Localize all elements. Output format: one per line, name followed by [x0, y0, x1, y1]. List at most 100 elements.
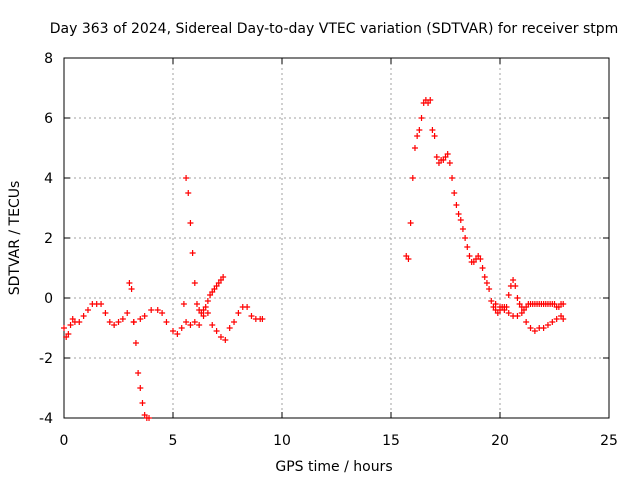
data-point — [510, 277, 517, 283]
data-point — [185, 190, 192, 196]
data-point — [170, 328, 176, 334]
data-point — [433, 154, 440, 160]
data-point — [462, 235, 469, 241]
data-point — [209, 322, 216, 328]
data-point — [180, 301, 187, 307]
data-point — [163, 319, 170, 325]
y-axis-label: SDTVAR / TECUs — [7, 181, 23, 296]
data-point — [189, 250, 196, 256]
data-point — [481, 274, 488, 280]
data-point — [106, 319, 113, 325]
x-tick-label: 15 — [382, 433, 400, 449]
data-point — [514, 295, 521, 301]
series-segment-3 — [183, 304, 266, 343]
data-point — [130, 319, 137, 325]
data-point — [518, 310, 525, 316]
data-point — [148, 307, 155, 313]
y-tick-label: 2 — [44, 231, 53, 247]
data-point — [202, 304, 209, 310]
data-point — [497, 304, 503, 310]
x-axis: 0 5 10 15 20 25 — [60, 58, 618, 449]
x-tick-label: 0 — [60, 433, 69, 449]
data-point — [560, 316, 567, 322]
data-point — [98, 301, 105, 307]
y-tick-label: 4 — [44, 171, 53, 187]
data-point — [124, 310, 131, 316]
data-point — [137, 316, 144, 322]
data-point — [466, 253, 473, 259]
data-series — [61, 97, 567, 421]
data-point — [65, 331, 72, 337]
data-point — [204, 310, 211, 316]
y-axis: -4 -2 0 2 4 6 8 — [39, 51, 609, 427]
data-point — [523, 319, 530, 325]
data-point — [429, 127, 436, 133]
data-point — [449, 175, 456, 181]
data-point — [451, 190, 458, 196]
data-point — [248, 313, 255, 319]
data-point — [187, 220, 194, 226]
data-point — [483, 280, 490, 286]
data-point — [540, 325, 547, 331]
data-point — [527, 325, 534, 331]
y-tick-label: 6 — [44, 111, 53, 127]
data-point — [213, 328, 220, 334]
data-point — [222, 337, 229, 343]
data-point — [191, 280, 198, 286]
data-point — [446, 160, 453, 166]
x-tick-label: 5 — [169, 433, 178, 449]
data-point — [137, 385, 144, 391]
data-point — [407, 220, 414, 226]
data-point — [455, 211, 462, 217]
data-point — [102, 310, 109, 316]
data-point — [414, 133, 421, 139]
data-point — [416, 127, 423, 133]
data-point — [159, 310, 166, 316]
data-point — [560, 301, 567, 307]
data-point — [111, 322, 118, 328]
data-point — [128, 286, 135, 292]
data-point — [235, 310, 242, 316]
data-point — [459, 226, 466, 232]
data-point — [200, 313, 207, 319]
data-point — [553, 316, 560, 322]
series-segment-5 — [492, 301, 567, 334]
data-point — [76, 319, 83, 325]
data-point — [204, 298, 211, 304]
data-point — [226, 325, 233, 331]
data-point — [183, 175, 190, 181]
x-tick-label: 20 — [491, 433, 509, 449]
data-point — [80, 313, 87, 319]
data-point — [146, 415, 153, 421]
data-point — [61, 325, 67, 331]
data-point — [115, 319, 122, 325]
data-point — [418, 115, 425, 121]
data-point — [549, 319, 556, 325]
data-point — [196, 322, 203, 328]
data-point — [154, 307, 161, 313]
data-point — [135, 370, 142, 376]
data-point — [479, 265, 486, 271]
data-point — [141, 313, 148, 319]
data-point — [405, 256, 412, 262]
data-point — [492, 301, 499, 307]
x-axis-label: GPS time / hours — [275, 459, 392, 475]
data-point — [512, 283, 519, 289]
data-point — [220, 274, 227, 280]
y-tick-label: 0 — [44, 291, 53, 307]
data-point — [178, 325, 185, 331]
data-point — [126, 280, 133, 286]
x-tick-label: 10 — [273, 433, 291, 449]
data-point — [431, 133, 438, 139]
data-point — [444, 151, 451, 157]
data-point — [486, 286, 493, 292]
data-point — [505, 292, 512, 298]
data-point — [244, 304, 251, 310]
data-point — [132, 340, 139, 346]
series-segment-4 — [403, 97, 567, 316]
data-point — [231, 319, 238, 325]
series-segment-2 — [130, 175, 227, 337]
data-point — [139, 400, 146, 406]
y-tick-label: 8 — [44, 51, 53, 67]
